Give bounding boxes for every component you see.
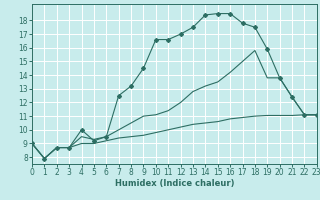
X-axis label: Humidex (Indice chaleur): Humidex (Indice chaleur): [115, 179, 234, 188]
